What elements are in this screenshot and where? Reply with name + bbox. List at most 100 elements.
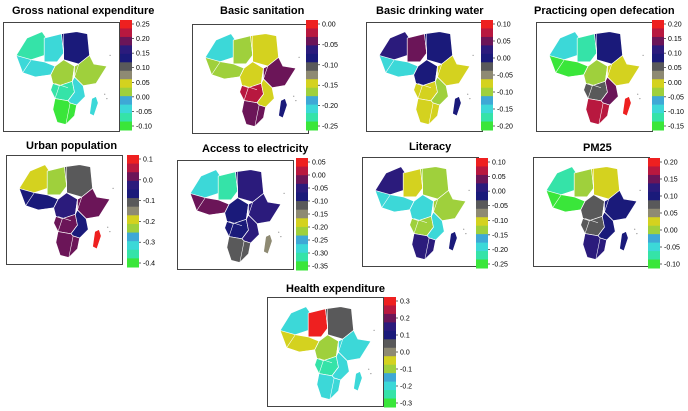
island-dot [293, 95, 295, 97]
island-dot [104, 93, 106, 95]
legend-swatch [306, 20, 318, 29]
country-border-line [209, 212, 225, 216]
legend-swatch [127, 258, 139, 268]
legend-swatch [476, 251, 488, 261]
legend-swatch [476, 259, 488, 269]
country-border-line [246, 204, 249, 220]
map-region-9 [89, 95, 99, 117]
country-border-line [398, 74, 414, 78]
legend-swatch [384, 330, 396, 340]
legend-tick-label: 0.1 [400, 333, 410, 340]
map-region-5 [607, 54, 641, 86]
legend-swatch [476, 242, 488, 252]
panel-title: PM25 [583, 142, 612, 154]
legend-tick-label: 0.2 [400, 316, 410, 323]
legend-swatch [127, 249, 139, 259]
country-border-line [261, 68, 264, 84]
map-region-5 [433, 189, 467, 221]
legend-tick-label: -0.20 [322, 103, 338, 110]
legend-tick-label: 0.25 [136, 22, 150, 29]
country-border-line [580, 201, 586, 210]
legend-tick-label: 0.00 [322, 22, 336, 29]
island-dot [283, 192, 285, 195]
legend-tick-label: 0.00 [664, 228, 678, 235]
legend-tick-label: 0.0 [400, 350, 410, 357]
island-dot [465, 232, 467, 235]
legend-tick-label: 0.20 [668, 22, 682, 29]
island-dot [472, 54, 474, 57]
island-dot [642, 54, 644, 57]
legend-swatch [306, 45, 318, 55]
country-border-line [433, 198, 439, 213]
legend-swatch [648, 225, 660, 235]
legend-swatch [476, 234, 488, 244]
legend-swatch [120, 113, 132, 123]
panel-title: Gross national expenditure [12, 5, 155, 17]
map-region-1 [232, 35, 253, 65]
country-border-line [417, 85, 423, 99]
map-region-1 [402, 168, 423, 198]
country-border-line [331, 366, 339, 376]
country-border-line [602, 201, 605, 217]
legend-tick-label: -0.20 [492, 247, 508, 254]
country-border-line [604, 198, 610, 213]
legend-tick-label: 0.15 [664, 177, 678, 184]
legend-swatch [296, 158, 308, 168]
legend-swatch [127, 163, 139, 173]
legend-swatch [476, 183, 488, 193]
country-border-line [67, 91, 75, 101]
country-border-line [57, 216, 72, 222]
legend-swatch [652, 121, 664, 131]
legend-swatch [648, 217, 660, 227]
legend-swatch [127, 180, 139, 190]
map-region-8 [415, 98, 440, 125]
country-border-line [417, 83, 432, 89]
legend-swatch [120, 96, 132, 106]
legend-swatch [296, 244, 308, 254]
country-border-line [74, 63, 80, 78]
legend-swatch [120, 104, 132, 114]
legend-swatch [652, 70, 664, 80]
legend-swatch [481, 79, 493, 89]
country-border-line [437, 63, 443, 78]
legend-swatch [296, 218, 308, 228]
legend-tick-label: 0.00 [497, 56, 511, 63]
legend-swatch [306, 79, 318, 89]
country-border-line [428, 102, 434, 125]
legend-swatch [652, 113, 664, 123]
legend-swatch [652, 87, 664, 97]
country-border-line [22, 59, 32, 73]
legend-swatch [481, 87, 493, 97]
island-dot [112, 187, 114, 190]
legend-tick-label: -0.25 [492, 262, 508, 269]
africa-choropleth [548, 31, 644, 125]
country-border-line [50, 66, 56, 75]
island-dot [467, 93, 469, 95]
island-dot [109, 54, 111, 57]
country-border-line [57, 218, 63, 232]
legend-swatch [476, 225, 488, 235]
color-legend: 0.3 0.2 0.1 0.0 -0.1 -0.2 -0.3 [384, 297, 424, 411]
legend-swatch [476, 158, 488, 167]
map-region-8 [55, 231, 80, 258]
legend-swatch [120, 28, 132, 38]
island-dot [639, 189, 641, 192]
legend-swatch [652, 53, 664, 63]
country-border-line [381, 194, 391, 208]
country-border-line [248, 214, 258, 224]
country-border-line [248, 201, 254, 216]
country-border-line [239, 240, 245, 263]
country-border-line [604, 211, 614, 221]
island-dot [373, 329, 375, 332]
map-region-5 [338, 329, 372, 361]
legend-tick-label: -0.25 [312, 238, 328, 245]
country-border-line [72, 66, 75, 82]
color-legend: 0.10 0.05 0.00 -0.05 -0.10 -0.15 -0.20 [481, 20, 521, 134]
legend-tick-label: 0.20 [136, 36, 150, 43]
map-frame [362, 157, 479, 267]
legend-swatch [306, 70, 318, 80]
legend-swatch [296, 175, 308, 185]
legend-tick-label: -0.10 [136, 124, 152, 131]
legend-swatch [652, 79, 664, 89]
legend-swatch [648, 200, 660, 210]
